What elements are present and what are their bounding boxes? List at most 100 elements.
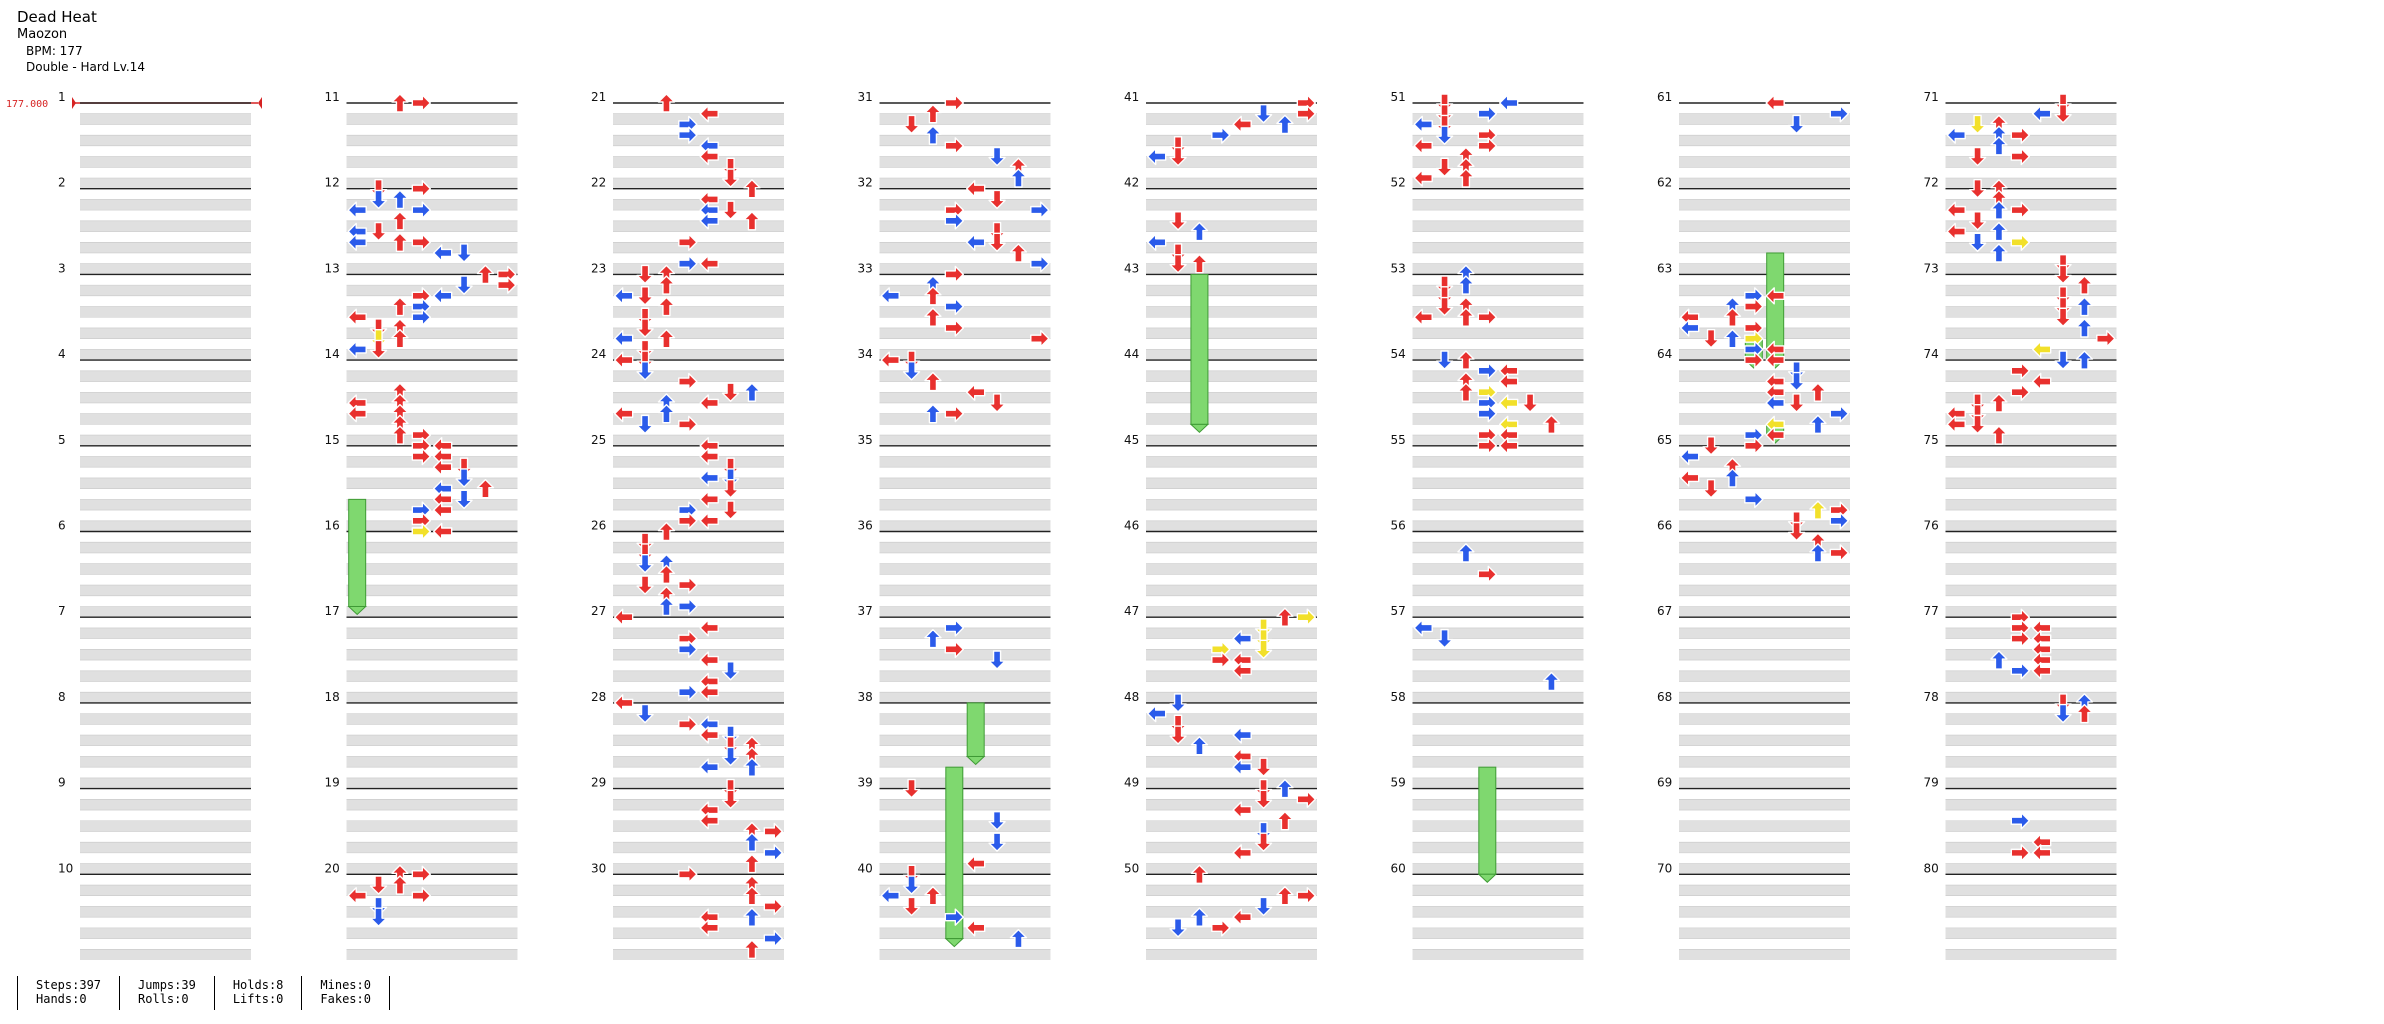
measure: 44 [1124, 347, 1317, 446]
arrow-up-icon [924, 125, 942, 145]
arrow-shape [636, 575, 654, 595]
measure-number: 52 [1391, 176, 1406, 190]
arrow-right-icon [1744, 437, 1764, 455]
arrow-shape [369, 339, 388, 360]
measure-shade-band [1679, 906, 1850, 918]
arrow-up-icon [1009, 928, 1028, 949]
measure-shade-band [1679, 392, 1850, 403]
arrow-shape [455, 275, 473, 295]
arrow-shape [944, 265, 965, 284]
measure-shade-band [1146, 735, 1317, 746]
measure: 67 [1657, 604, 1850, 703]
measure: 50 [1124, 861, 1317, 960]
arrow-right-icon [678, 576, 698, 594]
measure-shade-band [80, 349, 251, 361]
arrow-down-icon [1435, 350, 1454, 370]
measure-shade-band [1146, 435, 1317, 446]
arrow-shape [391, 425, 409, 445]
measure-shade-band [1146, 477, 1317, 489]
measure-shade-band [1412, 606, 1584, 618]
measure-number: 12 [325, 176, 340, 190]
measure-shade-band [879, 263, 1051, 275]
arrow-shape [2054, 104, 2072, 124]
arrow-left-icon [1413, 169, 1433, 187]
arrow-shape [678, 254, 698, 273]
arrow-up-icon [743, 382, 761, 402]
measure-shade-band [1945, 863, 2117, 875]
measure-shade-band [80, 263, 251, 275]
measure-number: 78 [1924, 690, 1939, 704]
measure-shade-band [879, 242, 1051, 253]
measure-shade-band [879, 177, 1051, 189]
arrow-right-icon [944, 619, 965, 637]
arrow-shape [432, 287, 453, 305]
arrow-up-icon [1009, 168, 1028, 188]
measure-shade-band [346, 906, 518, 918]
arrow-shape [1413, 137, 1433, 155]
arrow-down-icon [636, 286, 654, 306]
measure-shade-band [1146, 885, 1317, 896]
arrow-left-icon [432, 244, 453, 262]
arrow-shape [1787, 521, 1806, 542]
arrow-left-icon [699, 490, 719, 509]
arrow-left-icon [347, 233, 367, 251]
arrow-shape [1254, 896, 1273, 917]
measure-number: 57 [1391, 604, 1406, 618]
measure-shade-band [346, 477, 518, 489]
measure: 48 [1124, 690, 1317, 789]
measure-shade-band [80, 306, 251, 318]
arrow-up-icon [2075, 703, 2094, 724]
measure-shade-band [346, 177, 518, 189]
measure-shade-band [879, 713, 1051, 725]
arrow-left-icon [432, 501, 453, 519]
measure-shade-band [346, 327, 518, 339]
measure-shade-band [346, 606, 518, 618]
arrow-left-icon [1498, 394, 1519, 412]
arrow-left-icon [1946, 415, 1966, 434]
measure-shade-band [1945, 692, 2117, 703]
arrow-shape [1435, 125, 1454, 145]
arrow-down-icon [1435, 296, 1454, 317]
measure-shade-band [1679, 585, 1850, 596]
arrow-up-icon [1457, 275, 1475, 295]
measure: 39 [858, 776, 1051, 875]
measure-shade-band [613, 413, 784, 425]
measure-number: 45 [1124, 433, 1139, 447]
measure-shade-band [1146, 756, 1317, 768]
arrow-shape [455, 468, 473, 488]
measure-shade-band [80, 542, 251, 553]
arrow-up-icon [1990, 136, 2008, 156]
arrow-shape [2075, 296, 2094, 317]
arrow-left-icon [1765, 94, 1785, 112]
arrow-shape [347, 233, 367, 251]
arrow-up-icon [2075, 350, 2094, 370]
measure-shade-band [80, 285, 251, 296]
measure-shade-band [346, 649, 518, 661]
measure-shade-band [80, 927, 251, 939]
measure-shade-band [1412, 542, 1584, 553]
arrow-shape [455, 489, 473, 510]
arrow-left-icon [347, 308, 367, 326]
arrow-up-icon [1809, 543, 1827, 563]
arrow-shape [1254, 832, 1273, 852]
measure-shade-band [1945, 649, 2117, 661]
measure-shade-band [879, 906, 1051, 918]
arrow-shape [1542, 671, 1561, 692]
measure: 62 [1657, 176, 1850, 275]
measure-shade-band [1146, 906, 1317, 918]
arrow-shape [1030, 254, 1050, 273]
stat-group-jumps: Jumps:39 Rolls:0 [119, 976, 214, 1010]
measure-number: 76 [1924, 519, 1939, 533]
arrow-shape [432, 522, 453, 541]
arrow-shape [1990, 425, 2008, 445]
arrow-shape [944, 619, 965, 637]
arrow-shape [743, 832, 761, 852]
arrow-right-icon [2010, 147, 2031, 166]
measure-shade-band [1412, 456, 1584, 468]
measure-shade-band [613, 585, 784, 596]
measure: 49 [1124, 776, 1317, 875]
measure-shade-band [1146, 113, 1317, 125]
measure-number: 21 [591, 90, 606, 104]
measure-number: 73 [1924, 261, 1939, 275]
measure-shade-band [80, 670, 251, 682]
